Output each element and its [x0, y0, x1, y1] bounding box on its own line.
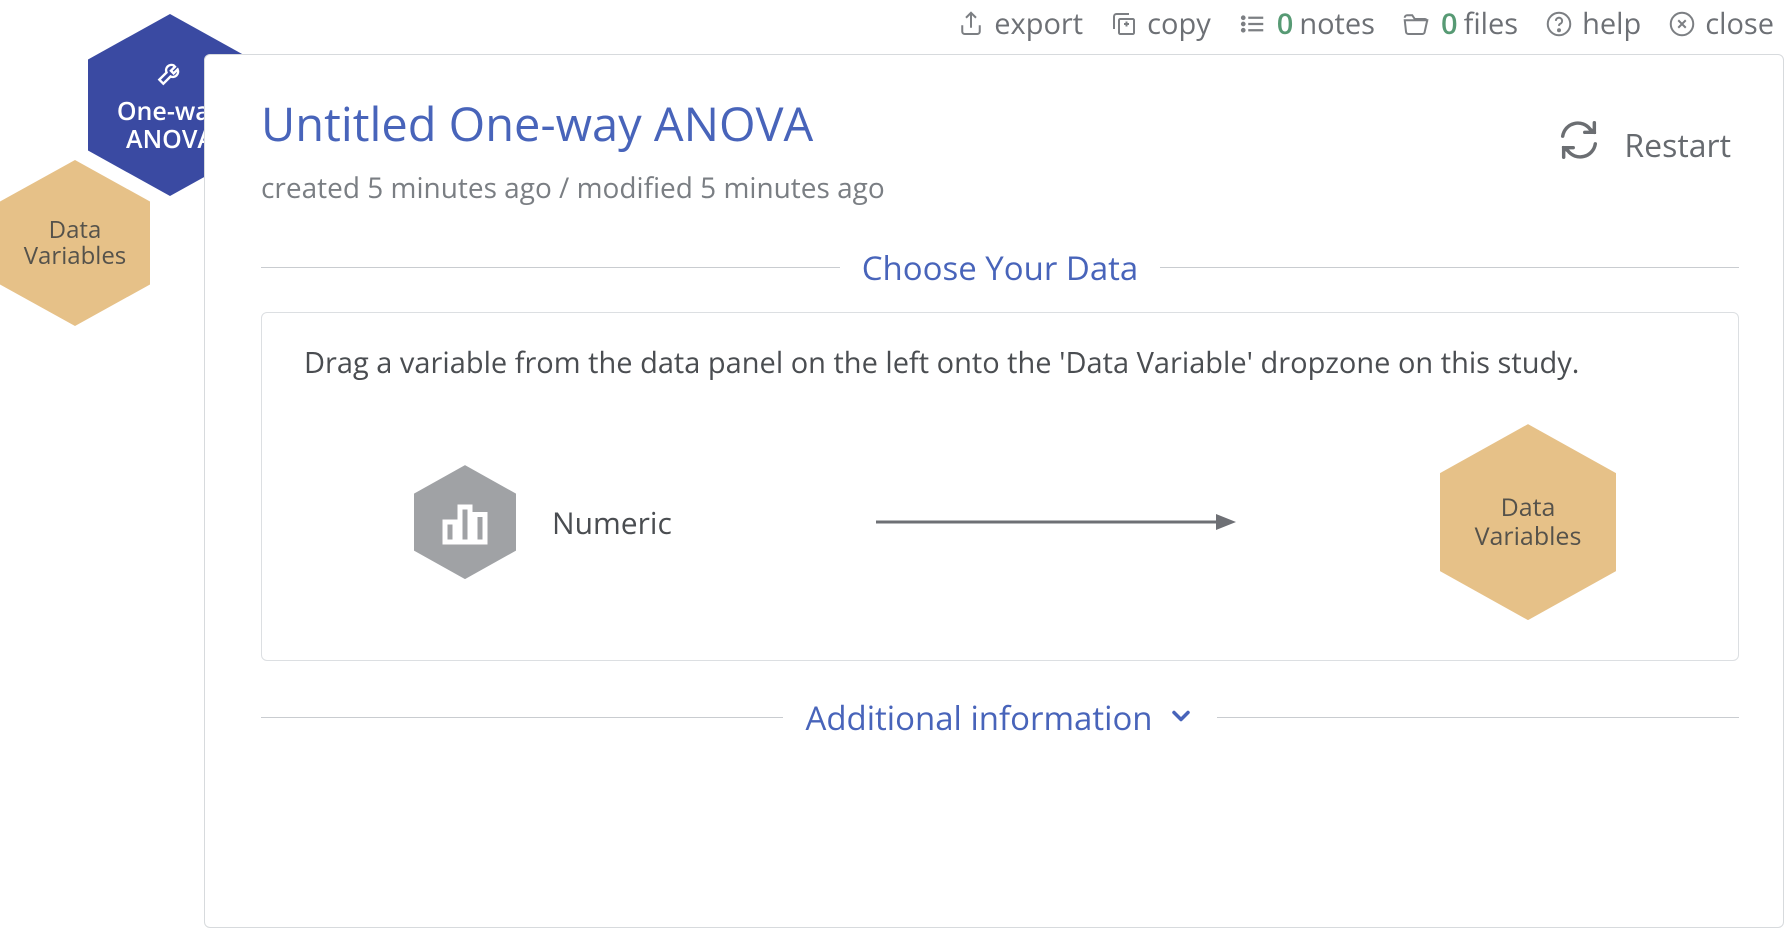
rule-left-2: [261, 717, 783, 718]
export-label: export: [994, 4, 1083, 43]
dropzone-line1: Data: [1501, 493, 1556, 522]
rule-left: [261, 267, 840, 268]
numeric-label: Numeric: [552, 502, 672, 543]
panel-header: Untitled One-way ANOVA created 5 minutes…: [261, 91, 1739, 235]
notes-icon: [1237, 9, 1267, 39]
files-button[interactable]: 0 files: [1401, 4, 1518, 43]
main-panel: Untitled One-way ANOVA created 5 minutes…: [204, 54, 1784, 928]
notes-button[interactable]: 0 notes: [1237, 4, 1375, 43]
export-icon: [956, 9, 986, 39]
notes-label: notes: [1299, 4, 1375, 43]
section-choose-data: Choose Your Data: [261, 245, 1739, 290]
nav-hex-data-variables[interactable]: Data Variables: [0, 160, 150, 326]
title-block: Untitled One-way ANOVA created 5 minutes…: [261, 91, 885, 235]
restart-icon: [1556, 117, 1602, 173]
files-label: files: [1464, 4, 1519, 43]
numeric-hex-icon: [414, 465, 516, 579]
rule-right: [1160, 267, 1739, 268]
dropzone-data-variables[interactable]: Data Variables: [1440, 424, 1616, 620]
copy-label: copy: [1147, 4, 1211, 43]
chevron-down-icon: [1167, 695, 1195, 740]
wrench-icon: [154, 57, 186, 99]
dropzone-flow: Numeric Data Variables: [304, 424, 1696, 620]
section-additional-label: Additional information: [805, 695, 1152, 740]
help-button[interactable]: help: [1544, 4, 1641, 43]
help-icon: [1544, 9, 1574, 39]
choose-data-card: Drag a variable from the data panel on t…: [261, 312, 1739, 661]
files-count: 0: [1441, 4, 1458, 43]
app-root: export copy 0 notes: [0, 0, 1790, 934]
close-button[interactable]: close: [1667, 4, 1774, 43]
copy-button[interactable]: copy: [1109, 4, 1211, 43]
help-label: help: [1582, 4, 1641, 43]
restart-button[interactable]: Restart: [1556, 117, 1731, 173]
nav-datavars-line2: Variables: [24, 243, 127, 269]
nav-anova-line2: ANOVA: [126, 126, 214, 154]
toolbar: export copy 0 notes: [956, 4, 1774, 43]
close-label: close: [1705, 4, 1774, 43]
copy-icon: [1109, 9, 1139, 39]
arrow-icon: [876, 510, 1236, 534]
export-button[interactable]: export: [956, 4, 1083, 43]
flow-source: Numeric: [414, 465, 672, 579]
dropzone-line2: Variables: [1475, 522, 1582, 551]
restart-label: Restart: [1624, 124, 1731, 167]
close-icon: [1667, 9, 1697, 39]
timestamps: created 5 minutes ago / modified 5 minut…: [261, 169, 885, 207]
rule-right-2: [1217, 717, 1739, 718]
section-additional-info[interactable]: Additional information: [261, 695, 1739, 740]
section-choose-label: Choose Your Data: [862, 245, 1139, 290]
notes-count: 0: [1277, 4, 1294, 43]
files-icon: [1401, 9, 1431, 39]
instruction-text: Drag a variable from the data panel on t…: [304, 343, 1696, 382]
page-title: Untitled One-way ANOVA: [261, 91, 885, 155]
